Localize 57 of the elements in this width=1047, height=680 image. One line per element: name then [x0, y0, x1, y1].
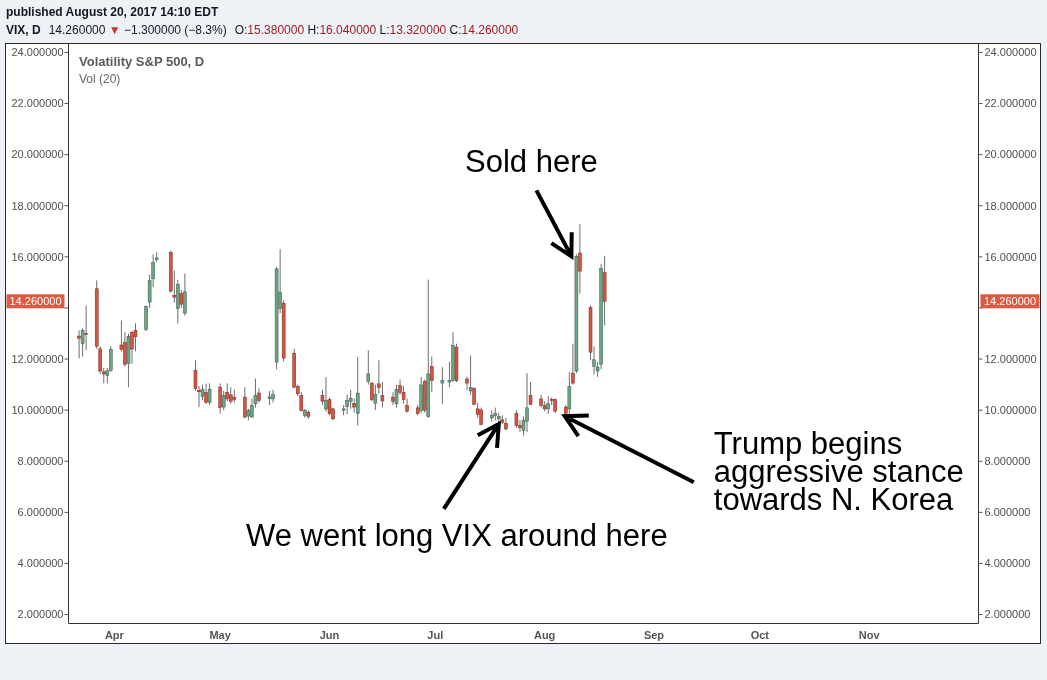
- x-tick-label: Jul: [427, 629, 444, 641]
- y-tick-label: 18.000000: [11, 199, 64, 212]
- x-tick-label: Jun: [319, 629, 340, 641]
- x-tick-label: Oct: [750, 629, 770, 641]
- y2-tick-label: 20.000000: [984, 148, 1037, 161]
- x-tick-label: Apr: [104, 629, 125, 641]
- x-tick-label: Sep: [643, 629, 665, 641]
- y-tick-label: 22.000000: [11, 97, 64, 110]
- y-tick-label: 2.000000: [17, 608, 64, 621]
- y2-tick-label: 18.000000: [984, 199, 1037, 212]
- y2-tick-label: 10.000000: [984, 404, 1037, 416]
- y-tick-label: 6.000000: [17, 506, 64, 519]
- x-tick-label: Nov: [858, 629, 881, 641]
- text: 14.260000: [9, 295, 62, 308]
- text: published August 20, 2017 14:10 EDT: [6, 5, 219, 19]
- annotation: Sold here: [465, 144, 598, 180]
- candlestick: [84, 304, 88, 351]
- y2-tick-label: 16.000000: [984, 250, 1037, 263]
- candlestick: [218, 382, 222, 414]
- candlestick: [373, 384, 378, 411]
- y-tick-label: 16.000000: [11, 250, 64, 263]
- y-tick-label: 12.000000: [11, 352, 64, 365]
- annotation: Trump begins aggressive stance towards N. Korea: [713, 426, 964, 518]
- text: Volatility S&P 500, D: [79, 54, 205, 69]
- candlestick: [207, 382, 212, 406]
- y2-tick-label: 2.000000: [984, 608, 1031, 621]
- candlestick: [271, 389, 275, 403]
- text: 14.260000 ▼ −1.300000 (−8.3%): [48, 23, 227, 37]
- candlestick: [440, 366, 445, 405]
- candlestick: [504, 417, 508, 432]
- candlestick: [366, 349, 371, 386]
- y2-tick-label: 12.000000: [984, 352, 1037, 365]
- annotation: We went long VIX around here: [245, 517, 668, 553]
- y2-tick-label: 22.000000: [984, 97, 1037, 110]
- candlestick: [77, 329, 81, 360]
- candlestick: [391, 391, 395, 406]
- y-tick-label: 24.000000: [11, 46, 64, 59]
- y2-tick-label: 24.000000: [984, 46, 1037, 59]
- candlestick: [468, 354, 473, 396]
- x-tick-label: Aug: [533, 629, 556, 641]
- text: Vol (20): [79, 72, 121, 86]
- x-tick-label: May: [209, 629, 232, 641]
- y2-tick-label: 6.000000: [984, 506, 1031, 519]
- y2-tick-label: 4.000000: [984, 557, 1031, 570]
- y-tick-label: 8.000000: [17, 455, 64, 468]
- candlestick: [525, 372, 529, 433]
- candlestick: [348, 389, 353, 410]
- candlestick: [380, 381, 385, 409]
- text: O:15.380000 H:16.040000 L:13.320000 C:14.260000: [234, 23, 519, 37]
- text: VIX, D: [6, 23, 42, 37]
- candlestick: [183, 272, 187, 317]
- y-tick-label: 20.000000: [11, 148, 64, 161]
- candlestick: [324, 376, 328, 412]
- y2-tick-label: 8.000000: [984, 455, 1031, 468]
- y-tick-label: 10.000000: [11, 404, 64, 416]
- y-tick-label: 4.000000: [17, 557, 64, 570]
- text: 14.260000: [984, 295, 1036, 308]
